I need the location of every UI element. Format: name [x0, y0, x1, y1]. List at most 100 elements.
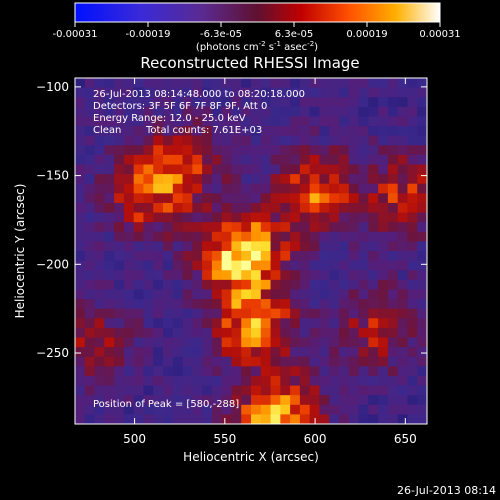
heatmap-pixel: [290, 87, 301, 98]
heatmap-pixel: [339, 164, 350, 175]
heatmap-pixel: [368, 366, 379, 377]
heatmap-pixel: [163, 366, 174, 377]
heatmap-pixel: [172, 126, 183, 137]
heatmap-pixel: [104, 251, 115, 262]
heatmap-pixel: [231, 395, 242, 406]
heatmap-pixel: [231, 366, 242, 377]
heatmap-pixel: [114, 145, 125, 156]
heatmap-pixel: [143, 251, 154, 262]
heatmap-pixel: [397, 212, 408, 223]
heatmap-pixel: [251, 241, 262, 252]
heatmap-pixel: [378, 299, 389, 310]
heatmap-pixel: [299, 356, 311, 367]
heatmap-pixel: [417, 327, 427, 338]
heatmap-pixel: [260, 193, 271, 204]
heatmap-pixel: [241, 414, 252, 424]
heatmap-pixel: [309, 375, 320, 386]
heatmap-pixel: [368, 183, 379, 194]
heatmap-pixel: [270, 251, 281, 262]
heatmap-pixel: [231, 270, 242, 281]
heatmap-pixel: [221, 308, 232, 319]
heatmap-pixel: [172, 97, 183, 108]
heatmap-pixel: [211, 251, 223, 262]
heatmap-pixel: [358, 414, 369, 424]
heatmap-pixel: [114, 366, 125, 377]
heatmap-pixel: [94, 222, 105, 233]
footer-timestamp: 26-Jul-2013 08:14: [397, 484, 496, 497]
heatmap-pixel: [192, 193, 203, 204]
heatmap-pixel: [417, 414, 427, 424]
heatmap-pixel: [84, 251, 95, 262]
heatmap-pixel: [221, 116, 232, 127]
heatmap-pixel: [309, 260, 320, 271]
heatmap-pixel: [339, 337, 350, 348]
heatmap-pixel: [182, 202, 193, 213]
heatmap-pixel: [378, 327, 389, 338]
heatmap-pixel: [329, 270, 340, 281]
heatmap-pixel: [94, 375, 105, 386]
heatmap-pixel: [221, 347, 232, 358]
heatmap-pixel: [319, 414, 330, 424]
heatmap-pixel: [339, 231, 350, 242]
heatmap-pixel: [329, 154, 340, 165]
heatmap-pixel: [251, 97, 262, 108]
heatmap-pixel: [143, 356, 154, 367]
heatmap-pixel: [339, 135, 350, 146]
heatmap-pixel: [192, 251, 203, 262]
heatmap-pixel: [397, 183, 408, 194]
heatmap-pixel: [280, 260, 291, 271]
heatmap-pixel: [192, 202, 203, 213]
heatmap-pixel: [339, 318, 350, 329]
heatmap-pixel: [251, 260, 262, 271]
heatmap-pixel: [260, 308, 271, 319]
heatmap-pixel: [387, 414, 399, 424]
heatmap-pixel: [329, 395, 340, 406]
heatmap-pixel: [202, 385, 213, 396]
heatmap-pixel: [319, 308, 330, 319]
heatmap-pixel: [358, 337, 369, 348]
heatmap-pixel: [407, 356, 418, 367]
heatmap-pixel: [192, 126, 203, 137]
heatmap-pixel: [231, 347, 242, 358]
heatmap-pixel: [143, 97, 154, 108]
heatmap-pixel: [319, 212, 330, 223]
heatmap-pixel: [211, 202, 223, 213]
heatmap-pixel: [163, 289, 174, 300]
heatmap-pixel: [397, 174, 408, 185]
heatmap-pixel: [182, 97, 193, 108]
heatmap-pixel: [260, 366, 271, 377]
heatmap-pixel: [84, 337, 95, 348]
heatmap-pixel: [407, 202, 418, 213]
heatmap-pixel: [280, 414, 291, 424]
heatmap-pixel: [163, 202, 174, 213]
heatmap-pixel: [378, 231, 389, 242]
heatmap-pixel: [123, 251, 135, 262]
heatmap-pixel: [319, 375, 330, 386]
x-tick-label: 500: [123, 432, 146, 446]
heatmap-pixel: [387, 97, 399, 108]
heatmap-pixel: [260, 154, 271, 165]
heatmap-pixel: [319, 78, 330, 89]
heatmap-pixel: [299, 241, 311, 252]
heatmap-pixel: [104, 222, 115, 233]
heatmap-pixel: [270, 222, 281, 233]
heatmap-pixel: [163, 222, 174, 233]
heatmap-pixel: [309, 87, 320, 98]
heatmap-pixel: [417, 116, 427, 127]
heatmap-pixel: [329, 279, 340, 290]
heatmap-pixel: [231, 183, 242, 194]
heatmap-pixel: [319, 356, 330, 367]
heatmap-pixel: [231, 299, 242, 310]
heatmap-pixel: [339, 154, 350, 165]
heatmap-pixel: [163, 385, 174, 396]
heatmap-pixel: [75, 327, 86, 338]
heatmap-pixel: [397, 78, 408, 89]
heatmap-pixel: [348, 251, 359, 262]
heatmap-pixel: [143, 212, 154, 223]
heatmap-pixel: [251, 193, 262, 204]
heatmap-pixel: [133, 202, 144, 213]
heatmap-pixel: [260, 183, 271, 194]
heatmap-pixel: [143, 337, 154, 348]
heatmap-pixel: [368, 126, 379, 137]
heatmap-pixel: [123, 289, 135, 300]
